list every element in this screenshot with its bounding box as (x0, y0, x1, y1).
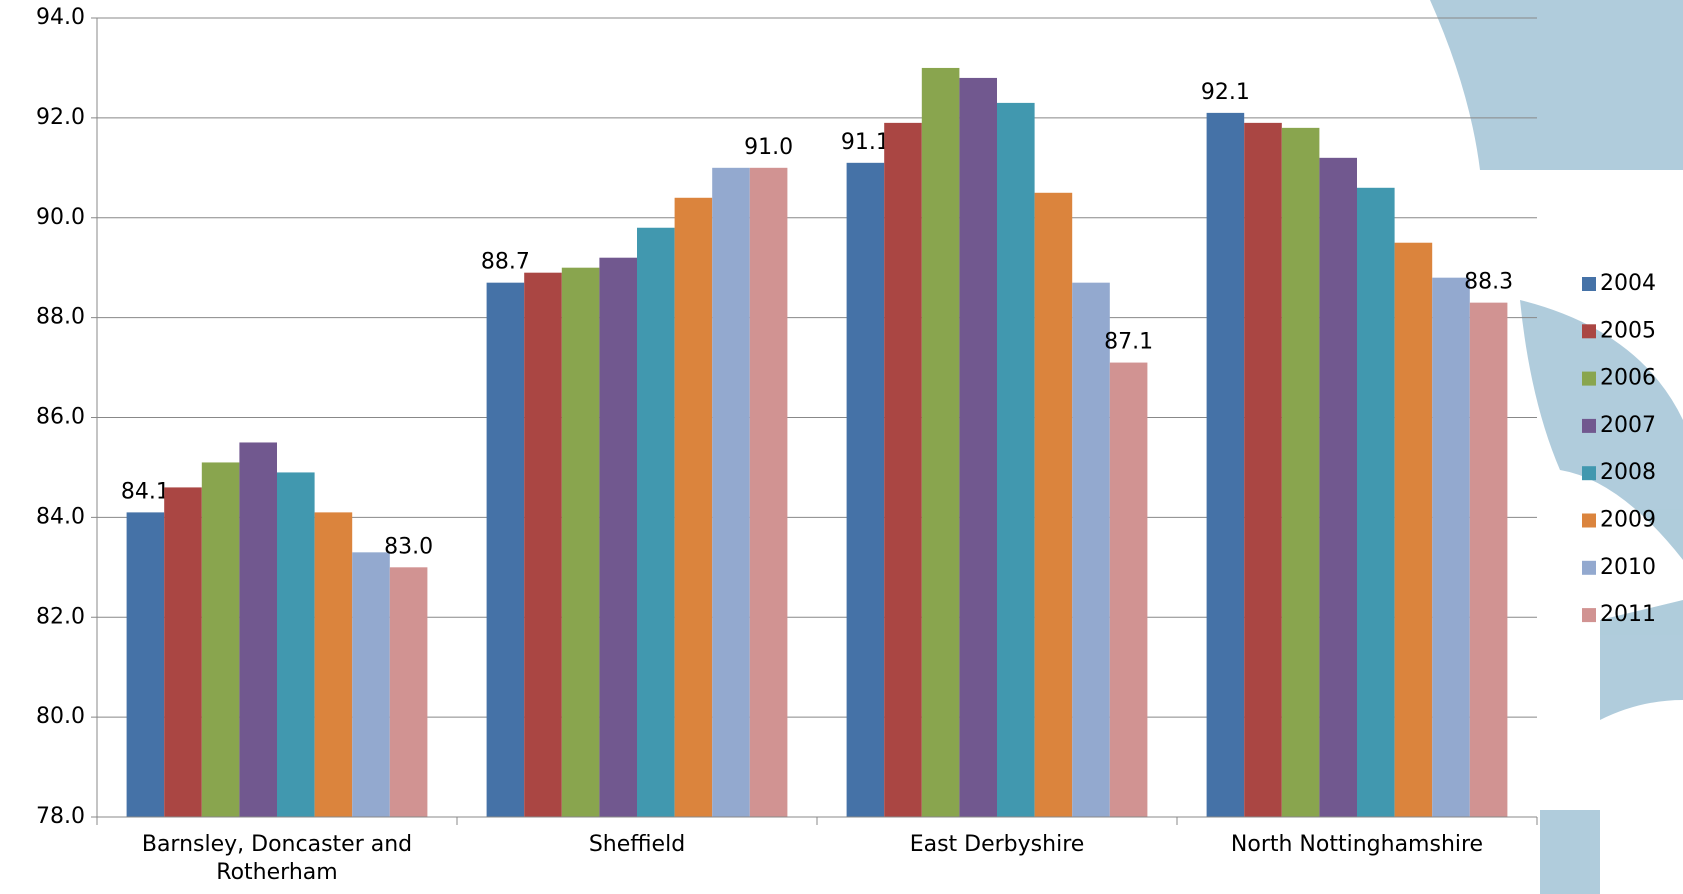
bar (201, 462, 240, 817)
y-tick-label: 88.0 (36, 305, 85, 330)
legend-swatch (1582, 466, 1596, 481)
bar (1109, 362, 1148, 817)
y-tick-label: 86.0 (36, 405, 85, 430)
legend-label: 2007 (1600, 413, 1656, 438)
bar (314, 512, 353, 817)
data-label: 88.3 (1464, 270, 1513, 295)
bar (1432, 277, 1470, 817)
bar (1394, 242, 1433, 817)
legend-label: 2008 (1600, 460, 1656, 485)
bar (1469, 302, 1508, 817)
bar (1072, 282, 1110, 817)
watermark (1430, 0, 1683, 894)
bar (674, 197, 713, 817)
legend-swatch (1582, 608, 1596, 623)
y-tick-label: 92.0 (36, 105, 85, 130)
data-label: 84.1 (121, 479, 170, 504)
bar (486, 282, 525, 817)
bar (389, 567, 428, 817)
bar (239, 442, 277, 817)
legend-swatch (1582, 418, 1596, 433)
bar (749, 167, 788, 817)
bar (637, 227, 675, 818)
x-tick-label: North Nottinghamshire (1230, 832, 1484, 857)
legend-swatch (1582, 277, 1596, 291)
bar (164, 487, 202, 817)
bar (997, 102, 1035, 818)
legend-swatch (1582, 324, 1596, 339)
legend-swatch (1582, 513, 1596, 528)
legend-label: 2005 (1600, 318, 1656, 343)
data-label: 83.0 (384, 534, 433, 559)
legend-label: 2010 (1600, 555, 1656, 580)
legend-label: 2011 (1600, 602, 1656, 627)
x-tick-label: East Derbyshire (909, 832, 1085, 857)
bar (846, 162, 885, 818)
data-label: 92.1 (1201, 80, 1250, 105)
bar (1034, 192, 1073, 817)
data-label: 88.7 (481, 250, 530, 275)
bar (524, 272, 562, 817)
legend-swatch (1582, 560, 1596, 575)
x-tick-label: Barnsley, Doncaster and Rotherham (141, 832, 413, 885)
bar (277, 472, 315, 817)
legend-label: 2004 (1600, 271, 1656, 296)
bar (1281, 127, 1320, 818)
bar (1319, 157, 1357, 817)
y-tick-label: 84.0 (36, 504, 85, 529)
x-tick-label: Sheffield (588, 832, 686, 857)
bar (921, 67, 960, 817)
bar (959, 77, 997, 818)
bar (352, 552, 390, 817)
data-label: 91.1 (841, 130, 890, 155)
y-tick-label: 78.0 (36, 804, 85, 829)
bar (126, 512, 165, 817)
legend-label: 2006 (1600, 366, 1656, 391)
x-label-box: East Derbyshire (909, 832, 1085, 857)
y-tick-label: 94.0 (36, 5, 85, 30)
y-tick-label: 90.0 (36, 205, 85, 230)
bar (561, 267, 600, 817)
data-label: 91.0 (744, 135, 793, 160)
y-tick-label: 82.0 (36, 604, 85, 629)
y-tick-label: 80.0 (36, 704, 85, 729)
legend-label: 2009 (1600, 508, 1656, 533)
bar (884, 122, 922, 817)
x-label-box: Barnsley, Doncaster and Rotherham (141, 832, 413, 885)
legend-swatch (1582, 371, 1596, 386)
bar (1206, 112, 1245, 818)
bar (712, 167, 750, 817)
x-label-box: Sheffield (588, 832, 686, 857)
bar (599, 257, 637, 817)
x-label-box: North Nottinghamshire (1230, 832, 1484, 857)
data-label: 87.1 (1104, 330, 1153, 355)
bar (1357, 187, 1395, 818)
bar (1244, 122, 1282, 817)
